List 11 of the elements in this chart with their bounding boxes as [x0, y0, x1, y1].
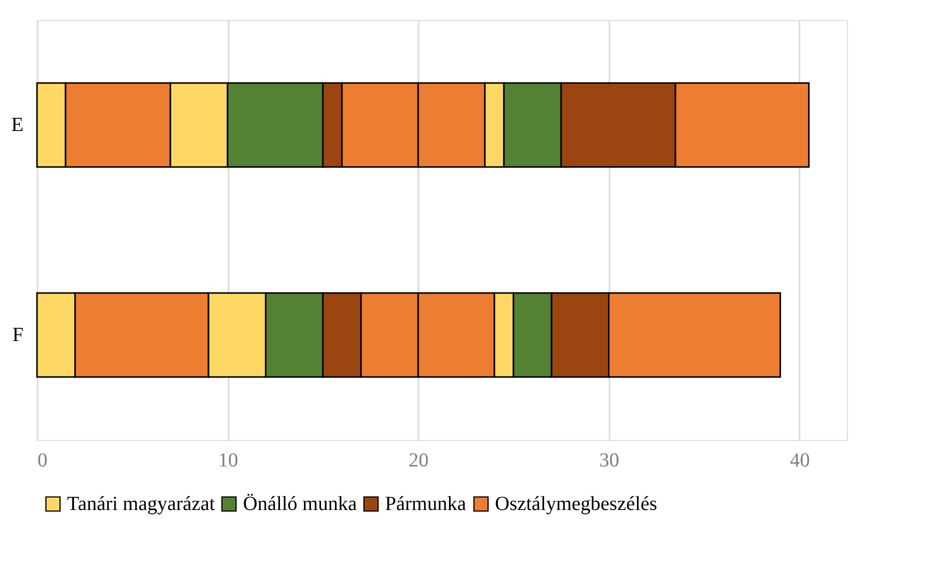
legend-label: Pármunka	[385, 493, 466, 515]
legend-label: Önálló munka	[243, 493, 357, 515]
legend-label: Osztálymegbeszélés	[495, 493, 658, 515]
y-tick-label: F	[12, 324, 24, 346]
x-tick-label: 30	[599, 450, 620, 472]
x-tick-label: 40	[790, 450, 810, 472]
x-tick-label: 20	[408, 450, 429, 472]
x-tick-label: 0	[38, 450, 48, 472]
y-tick-label: E	[11, 114, 24, 136]
legend-label: Tanári magyarázat	[67, 493, 216, 515]
x-tick-label: 10	[218, 450, 238, 472]
